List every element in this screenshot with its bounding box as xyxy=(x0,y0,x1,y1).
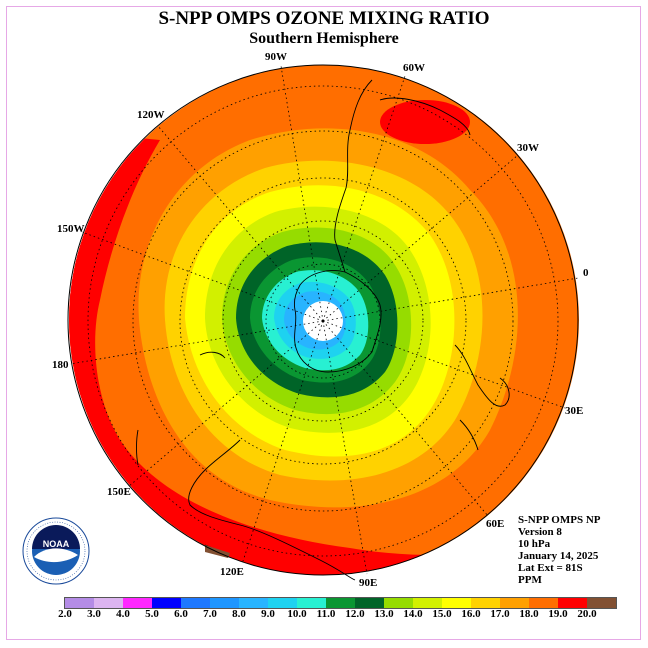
colorbar-tick-label: 17.0 xyxy=(490,608,510,620)
noaa-logo: NOAA xyxy=(22,517,90,585)
colorbar-tick-label: 13.0 xyxy=(374,608,394,620)
colorbar-tick-label: 15.0 xyxy=(432,608,452,620)
colorbar-tick-label: 9.0 xyxy=(261,608,275,620)
colorbar-tick-label: 14.0 xyxy=(403,608,423,620)
graticule xyxy=(69,65,579,575)
info-instrument: S-NPP OMPS NP xyxy=(518,514,601,526)
colorbar-segment xyxy=(413,598,442,608)
lon-label-180: 180 xyxy=(52,359,69,371)
colorbar-tick-label: 16.0 xyxy=(461,608,481,620)
colorbar-segment xyxy=(558,598,587,608)
colorbar-ticks: 2.0 3.0 4.0 5.0 6.0 7.0 8.0 9.0 10.0 11.0 12.0 13.0… xyxy=(0,608,648,622)
colorbar-segment xyxy=(210,598,239,608)
colorbar-segment xyxy=(326,598,355,608)
lon-label-0: 0 xyxy=(583,267,589,279)
info-units: PPM xyxy=(518,574,542,586)
colorbar-segment xyxy=(500,598,529,608)
colorbar-segment xyxy=(355,598,384,608)
lon-label-60w: 60W xyxy=(403,62,425,74)
colorbar-tick-label: 8.0 xyxy=(232,608,246,620)
colorbar-segment xyxy=(239,598,268,608)
colorbar-tick-label: 5.0 xyxy=(145,608,159,620)
colorbar-tick-label: 10.0 xyxy=(287,608,307,620)
lon-label-60e: 60E xyxy=(486,518,505,530)
lon-label-120e: 120E xyxy=(220,566,244,578)
info-block: S-NPP OMPS NP Version 8 10 hPa January 1… xyxy=(518,514,601,586)
colorbar-tick-label: 18.0 xyxy=(519,608,539,620)
colorbar-tick-label: 6.0 xyxy=(174,608,188,620)
colorbar-tick-label: 12.0 xyxy=(345,608,365,620)
svg-text:NOAA: NOAA xyxy=(43,539,70,549)
colorbar-segment xyxy=(297,598,326,608)
lon-label-120w: 120W xyxy=(137,109,165,121)
info-lat-extent: Lat Ext = 81S xyxy=(518,562,583,574)
colorbar-tick-label: 2.0 xyxy=(58,608,72,620)
map-boundary xyxy=(67,64,579,576)
map-subtitle: Southern Hemisphere xyxy=(249,30,399,47)
info-date: January 14, 2025 xyxy=(518,550,599,562)
coastlines xyxy=(136,79,510,581)
colorbar-tick-label: 3.0 xyxy=(87,608,101,620)
colorbar-segment xyxy=(587,598,616,608)
lon-label-30w: 30W xyxy=(517,142,539,154)
colorbar-segment xyxy=(94,598,123,608)
colorbar-tick-label: 7.0 xyxy=(203,608,217,620)
colorbar-tick-label: 20.0 xyxy=(577,608,597,620)
info-pressure: 10 hPa xyxy=(518,538,551,550)
colorbar-tick-label: 19.0 xyxy=(548,608,568,620)
map-title: S-NPP OMPS OZONE MIXING RATIO xyxy=(158,8,490,29)
ozone-contour-fill xyxy=(69,65,579,575)
colorbar-segment xyxy=(471,598,500,608)
info-version: Version 8 xyxy=(518,526,562,538)
lon-label-150e: 150E xyxy=(107,486,131,498)
lon-label-90e: 90E xyxy=(359,577,378,589)
colorbar-segment xyxy=(529,598,558,608)
colorbar-tick-label: 11.0 xyxy=(316,608,336,620)
colorbar-segment xyxy=(123,598,152,608)
lon-label-150w: 150W xyxy=(57,223,85,235)
figure-frame xyxy=(6,6,641,640)
colorbar-segment xyxy=(268,598,297,608)
colorbar-segment xyxy=(65,598,94,608)
lon-label-30e: 30E xyxy=(565,405,584,417)
colorbar-segment xyxy=(181,598,210,608)
colorbar-segment xyxy=(152,598,181,608)
lon-label-90w: 90W xyxy=(265,51,287,63)
colorbar-segment xyxy=(442,598,471,608)
colorbar xyxy=(64,597,617,609)
colorbar-tick-label: 4.0 xyxy=(116,608,130,620)
colorbar-segment xyxy=(384,598,413,608)
